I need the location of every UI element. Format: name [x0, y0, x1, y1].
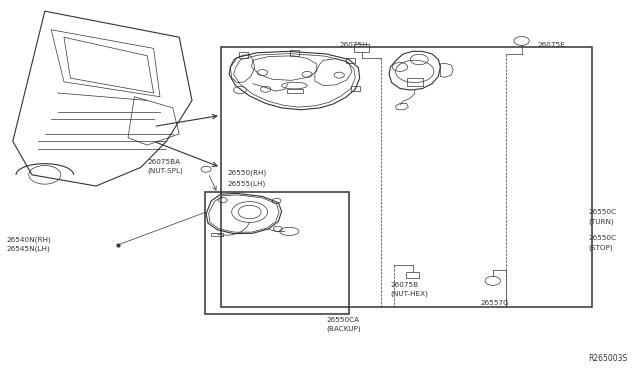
Bar — [239, 52, 248, 58]
Text: 26550C: 26550C — [589, 235, 617, 241]
Text: (STOP): (STOP) — [589, 244, 613, 251]
Bar — [354, 44, 369, 52]
Text: 26545N(LH): 26545N(LH) — [6, 246, 50, 253]
Text: (NUT-SPL): (NUT-SPL) — [147, 168, 183, 174]
Text: 26075B: 26075B — [390, 282, 419, 288]
Bar — [406, 272, 419, 278]
Text: 26075H: 26075H — [339, 42, 368, 48]
Text: 26550CA: 26550CA — [326, 317, 360, 323]
Bar — [221, 46, 592, 307]
Text: (BACKUP): (BACKUP) — [326, 326, 361, 333]
Text: (NUT-HEX): (NUT-HEX) — [390, 291, 428, 297]
Text: 26540N(RH): 26540N(RH) — [6, 237, 51, 243]
Bar — [287, 89, 303, 93]
Text: 26550(RH): 26550(RH) — [227, 170, 266, 176]
Text: 26075BA: 26075BA — [147, 159, 180, 165]
Text: R265003S: R265003S — [588, 354, 627, 363]
Bar — [290, 50, 299, 56]
Bar — [351, 86, 360, 91]
Text: 26550C: 26550C — [589, 209, 617, 215]
Bar — [346, 58, 355, 63]
Bar — [205, 192, 349, 314]
Bar — [211, 232, 223, 236]
Text: 26555(LH): 26555(LH) — [227, 181, 266, 187]
Text: (TURN): (TURN) — [589, 218, 614, 225]
Text: 26075E: 26075E — [538, 42, 565, 48]
Bar — [407, 78, 423, 86]
Text: 26557G: 26557G — [480, 300, 509, 306]
